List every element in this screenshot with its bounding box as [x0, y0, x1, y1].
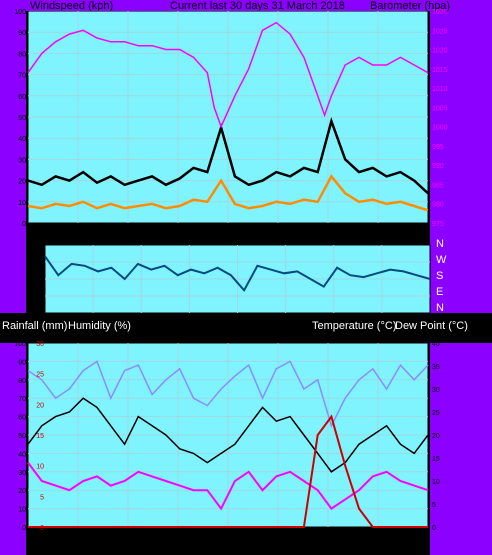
wind-y-tick-label: 80	[18, 51, 26, 58]
bottom-x-tick-label: Day 20	[238, 535, 267, 545]
temp-y-tick-label: 15	[432, 456, 440, 463]
compass-s: S	[436, 270, 444, 282]
dir-y-tick-label: 0	[39, 311, 43, 318]
wind-y-tick-label: 30	[18, 157, 26, 164]
dewpoint-line	[27, 462, 429, 511]
bottom-x-tick-label: Day 16	[188, 535, 217, 545]
pressure-y-tick-label: 1030	[432, 9, 448, 16]
mid-strip	[0, 313, 492, 343]
rain-y-tick-label: 25	[36, 372, 44, 379]
bottom-x-tick-label: Day 12	[138, 535, 167, 545]
temp-y-tick-label: 0	[432, 525, 436, 532]
barometer-label: Barometer (hpa)	[370, 0, 451, 12]
pressure-y-tick-label: 980	[432, 202, 444, 209]
compass-e: E	[436, 286, 444, 298]
compass-n2: N	[436, 302, 444, 314]
bottom-x-tick-label: Day 24	[288, 535, 317, 545]
wind-y-tick-label: 100	[14, 9, 26, 16]
left-band	[0, 0, 26, 555]
wind-y-tick-label: 70	[18, 73, 26, 80]
top-x-tick-label: Day 1	[391, 229, 415, 239]
top-x-tick-label: Day 28	[338, 229, 367, 239]
bottom-x-tick-label: Day 1	[391, 535, 415, 545]
right-band	[430, 0, 492, 555]
pressure-y-tick-label: 975	[432, 221, 444, 228]
rain-y-tick-label: 15	[36, 433, 44, 440]
wind-y-tick-label: 90	[18, 30, 26, 37]
humidity-y-tick-label: 90	[18, 359, 26, 366]
bottom-x-tick-label: Day 6	[41, 535, 65, 545]
wind-avg-line	[27, 174, 429, 212]
dir-y-tick-label: 90	[35, 294, 43, 301]
humidity-y-tick-label: 50	[18, 433, 26, 440]
wind-y-tick-label: 60	[18, 94, 26, 101]
wind-gust-line	[27, 117, 429, 195]
rain-y-tick-label: 10	[36, 464, 44, 471]
humidity-y-tick-label: 30	[18, 470, 26, 477]
compass-w: W	[436, 254, 447, 266]
humidity-y-tick-label: 10	[18, 507, 26, 514]
pressure-y-tick-label: 985	[432, 182, 444, 189]
temp-y-tick-label: 35	[432, 364, 440, 371]
temperature-line	[27, 397, 429, 473]
dir-y-tick-label: 360	[31, 243, 43, 250]
pressure-y-tick-label: 990	[432, 163, 444, 170]
wind-y-tick-label: 20	[18, 179, 26, 186]
temp-y-tick-label: 25	[432, 410, 440, 417]
top-x-tick-label: Day 12	[138, 229, 167, 239]
pressure-y-tick-label: 1000	[432, 125, 448, 132]
windspeed-label: Windspeed (kph)	[30, 0, 114, 12]
pressure-y-tick-label: 1010	[432, 86, 448, 93]
humidity-y-tick-label: 20	[18, 488, 26, 495]
temp-y-tick-label: 10	[432, 479, 440, 486]
bottom-x-tick-label: Day 10	[88, 535, 117, 545]
humidity-y-tick-label: 80	[18, 378, 26, 385]
top-x-tick-label: Day 16	[188, 229, 217, 239]
wind-y-tick-label: 40	[18, 136, 26, 143]
pressure-line	[27, 21, 429, 129]
rain-y-tick-label: 20	[36, 402, 44, 409]
wind-y-tick-label: 10	[18, 200, 26, 207]
humidity-y-tick-label: 0	[22, 525, 26, 532]
humidity-label: Humidity (%)	[68, 320, 131, 332]
dewpoint-label: Dew Point (°C)	[395, 320, 468, 332]
rain-y-tick-label: 5	[40, 494, 44, 501]
humidity-y-tick-label: 70	[18, 396, 26, 403]
top-x-tick-label: Day 10	[88, 229, 117, 239]
rainfall-line	[28, 414, 428, 528]
wind-y-tick-label: 0	[22, 221, 26, 228]
temp-y-tick-label: 20	[432, 433, 440, 440]
top-x-tick-label: Day 20	[238, 229, 267, 239]
period-label: Current last 30 days 31 March 2018	[170, 0, 345, 12]
top-x-tick-label: Day 24	[288, 229, 317, 239]
temp-y-tick-label: 5	[432, 502, 436, 509]
humidity-y-tick-label: 100	[14, 341, 26, 348]
temp-y-tick-label: 30	[432, 387, 440, 394]
dir-y-tick-label: 180	[31, 277, 43, 284]
top-x-tick-label: Day 6	[41, 229, 65, 239]
rain-y-tick-label: 30	[36, 341, 44, 348]
rain-y-tick-label: 0	[40, 525, 44, 532]
dir-y-tick-label: 270	[31, 260, 43, 267]
pressure-y-tick-label: 1020	[432, 48, 448, 55]
pressure-y-tick-label: 1005	[432, 105, 448, 112]
temp-y-tick-label: 40	[432, 341, 440, 348]
header-strip	[26, 0, 430, 11]
humidity-y-tick-label: 40	[18, 451, 26, 458]
pressure-y-tick-label: 995	[432, 144, 444, 151]
compass-n1: N	[436, 238, 444, 250]
temperature-label: Temperature (°C)	[312, 320, 397, 332]
rainfall-label: Rainfall (mm)	[2, 320, 68, 332]
pressure-y-tick-label: 1015	[432, 67, 448, 74]
wind-y-tick-label: 50	[18, 115, 26, 122]
humidity-line	[27, 360, 429, 428]
humidity-y-tick-label: 60	[18, 415, 26, 422]
pressure-y-tick-label: 1025	[432, 28, 448, 35]
bottom-x-tick-label: Day 28	[338, 535, 367, 545]
wind-dir-line	[44, 255, 431, 293]
